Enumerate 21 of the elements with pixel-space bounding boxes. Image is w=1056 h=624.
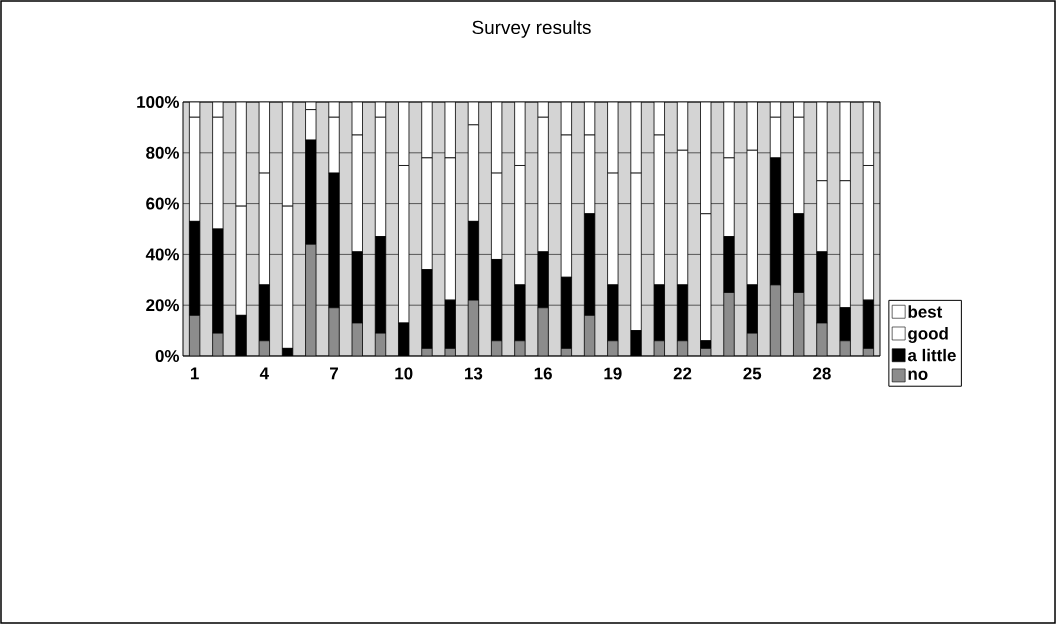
y-tick-label: 60% (146, 197, 180, 210)
legend-label: good (908, 327, 948, 343)
x-tick-label: 13 (465, 367, 483, 380)
legend-label: no (908, 370, 928, 380)
x-tick-label: 22 (673, 367, 692, 380)
y-tick-label: 20% (146, 299, 180, 312)
y-tick-label: 80% (146, 146, 180, 159)
legend-label: best (908, 305, 943, 318)
x-tick-label: 19 (604, 367, 622, 380)
x-tick-label: 1 (190, 367, 199, 380)
legend-label: a little (907, 348, 956, 362)
x-tick-label: 16 (534, 367, 552, 380)
chart-title: Survey results (472, 20, 591, 38)
x-tick-label: 7 (330, 367, 338, 380)
y-tick-label: 40% (145, 248, 180, 261)
y-tick-label: 100% (137, 96, 180, 108)
x-tick-label: 28 (813, 367, 831, 380)
x-tick-label: 25 (743, 367, 762, 380)
y-tick-label: 0% (155, 350, 180, 362)
x-tick-label: 4 (259, 367, 269, 380)
x-tick-label: 10 (395, 367, 413, 380)
